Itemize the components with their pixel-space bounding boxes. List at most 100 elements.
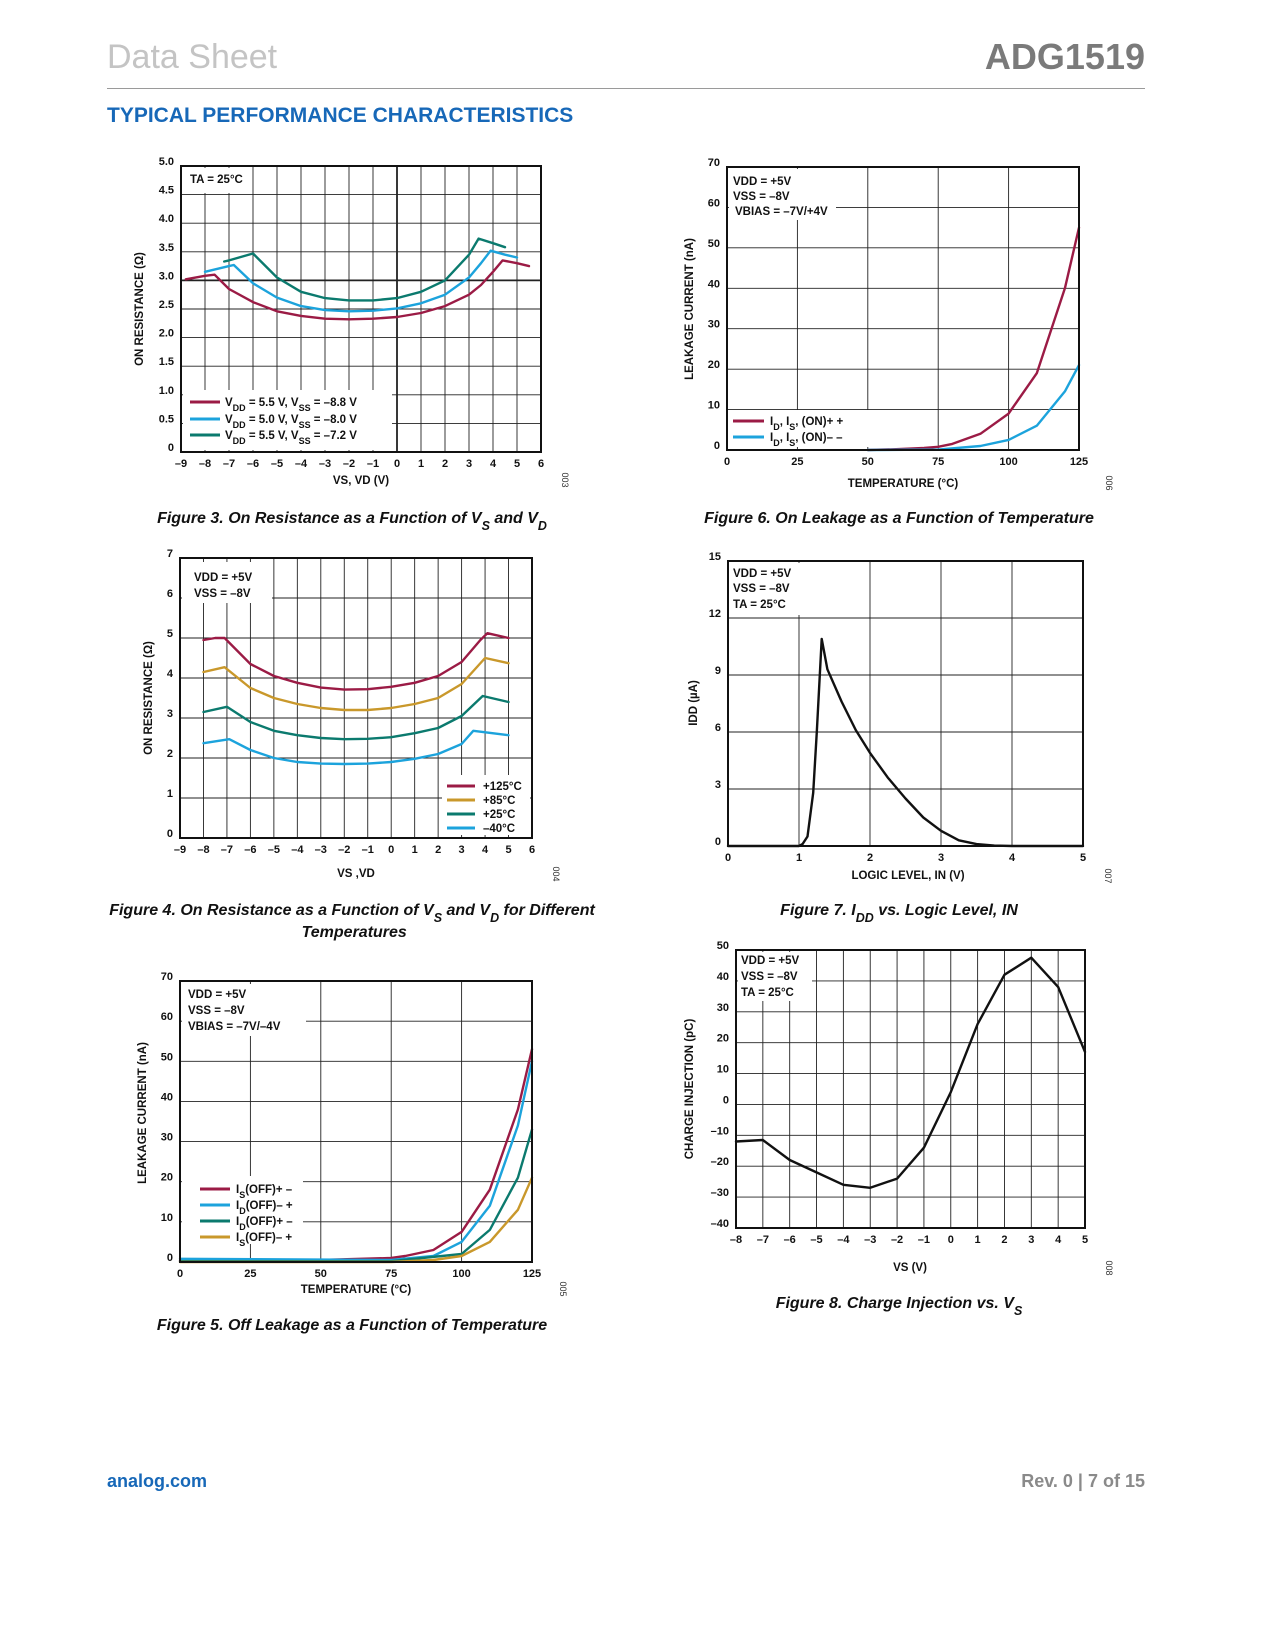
legend-label: VDD = 5.0 V, VSS = –8.0 V bbox=[225, 414, 357, 430]
legend-label: +125°C bbox=[483, 781, 522, 793]
x-tick-label: –1 bbox=[918, 1234, 930, 1246]
y-axis-title: ON RESISTANCE (Ω) bbox=[143, 641, 155, 755]
x-tick-label: –7 bbox=[223, 458, 235, 470]
figure-id: 005 bbox=[558, 1281, 568, 1296]
document-type: Data Sheet bbox=[107, 38, 278, 76]
y-tick-label: 60 bbox=[161, 1011, 173, 1023]
y-tick-label: 3 bbox=[715, 779, 721, 791]
x-tick-label: 0 bbox=[725, 852, 731, 864]
y-axis-title: ON RESISTANCE (Ω) bbox=[134, 252, 146, 366]
figure-id: 004 bbox=[551, 866, 561, 881]
x-tick-label: 4 bbox=[1009, 852, 1016, 864]
y-tick-label: 4.0 bbox=[159, 213, 174, 225]
figure-id: 008 bbox=[1104, 1260, 1114, 1275]
x-tick-label: 0 bbox=[724, 456, 730, 468]
x-axis-title: LOGIC LEVEL, IN (V) bbox=[851, 870, 964, 882]
annotation-background bbox=[729, 169, 836, 220]
legend-label: –40°C bbox=[483, 823, 515, 835]
legend-label: IS(OFF)+ – bbox=[236, 1184, 293, 1200]
y-axis-title: LEAKAGE CURRENT (nA) bbox=[137, 1042, 149, 1184]
x-tick-label: 2 bbox=[867, 852, 873, 864]
x-axis-title: VS (V) bbox=[893, 1262, 927, 1274]
x-tick-label: 2 bbox=[435, 844, 441, 856]
y-tick-label: 10 bbox=[161, 1212, 173, 1224]
website-link[interactable]: analog.com bbox=[107, 1471, 208, 1491]
legend-label: ID(OFF)– + bbox=[236, 1200, 293, 1216]
legend-label: +85°C bbox=[483, 795, 515, 807]
x-tick-label: –6 bbox=[247, 458, 259, 470]
x-tick-label: 5 bbox=[1082, 1234, 1088, 1246]
legend-label: ID(OFF)+ – bbox=[236, 1216, 293, 1232]
series-line-1 bbox=[178, 1060, 534, 1262]
section-title: TYPICAL PERFORMANCE CHARACTERISTICS bbox=[107, 104, 574, 127]
x-tick-label: 50 bbox=[315, 1268, 327, 1280]
x-tick-label: –5 bbox=[810, 1234, 822, 1246]
condition-annotation: VSS = –8V bbox=[741, 971, 798, 983]
x-tick-label: –3 bbox=[319, 458, 331, 470]
y-tick-label: 20 bbox=[708, 359, 720, 371]
figure-003: –9 –8 –7 –6 –5 –4 –3 –2 –1 0 1 2 3 4 5 6 0 0.5 1.0 1.5 2.0 2.… bbox=[134, 156, 570, 533]
x-tick-label: 0 bbox=[948, 1234, 954, 1246]
x-tick-label: –6 bbox=[244, 844, 256, 856]
y-tick-label: 30 bbox=[708, 319, 720, 331]
y-tick-label: 40 bbox=[161, 1091, 173, 1103]
x-tick-label: 3 bbox=[459, 844, 465, 856]
condition-annotation: VDD = +5V bbox=[733, 568, 791, 580]
y-tick-label: 2 bbox=[167, 748, 173, 760]
y-tick-label: 10 bbox=[708, 400, 720, 412]
y-axis-title: IDD (µA) bbox=[688, 680, 700, 726]
y-tick-label: 0 bbox=[715, 836, 721, 848]
figure-004: –9 –8 –7 –6 –5 –4 –3 –2 –1 0 1 2 3 4 5 6 0 1 2 3 4 5 6 7 VDD = +… bbox=[109, 548, 595, 941]
y-tick-label: 0 bbox=[723, 1094, 729, 1106]
x-tick-label: 25 bbox=[791, 456, 803, 468]
y-tick-label: 20 bbox=[161, 1172, 173, 1184]
y-tick-label: 3 bbox=[167, 708, 173, 720]
legend-label: IS(OFF)– + bbox=[236, 1232, 292, 1248]
condition-annotation: VBIAS = –7V/–4V bbox=[188, 1021, 281, 1033]
y-tick-label: 4 bbox=[167, 668, 174, 680]
legend-background bbox=[182, 1176, 303, 1244]
x-tick-label: 0 bbox=[394, 458, 400, 470]
x-tick-label: 75 bbox=[932, 456, 944, 468]
plot-frame bbox=[179, 557, 533, 839]
y-tick-label: 0 bbox=[168, 442, 174, 454]
y-tick-label: 6 bbox=[715, 722, 721, 734]
x-tick-label: 5 bbox=[514, 458, 520, 470]
x-tick-label: –1 bbox=[362, 844, 374, 856]
x-tick-label: 2 bbox=[1001, 1234, 1007, 1246]
x-tick-label: 3 bbox=[466, 458, 472, 470]
x-tick-label: –2 bbox=[338, 844, 350, 856]
figure-caption: Figure 3. On Resistance as a Function of… bbox=[157, 510, 547, 533]
condition-annotation: VSS = –8V bbox=[194, 588, 251, 600]
plot-frame bbox=[179, 980, 533, 1263]
y-tick-label: –30 bbox=[711, 1187, 729, 1199]
x-tick-label: –4 bbox=[295, 458, 308, 470]
x-tick-label: 1 bbox=[418, 458, 424, 470]
x-tick-label: –5 bbox=[268, 844, 280, 856]
y-tick-label: 5 bbox=[167, 628, 173, 640]
figure-caption: Figure 4. On Resistance as a Function of… bbox=[109, 902, 595, 941]
plot-frame bbox=[727, 560, 1084, 847]
figure-caption: Figure 6. On Leakage as a Function of Te… bbox=[704, 510, 1094, 527]
x-axis-title: TEMPERATURE (°C) bbox=[848, 478, 959, 490]
y-tick-label: 1 bbox=[167, 788, 173, 800]
y-tick-label: –10 bbox=[711, 1125, 729, 1137]
y-tick-label: 40 bbox=[717, 971, 729, 983]
figure-id: 007 bbox=[1103, 868, 1113, 883]
y-tick-label: 30 bbox=[717, 1002, 729, 1014]
x-tick-label: 1 bbox=[412, 844, 418, 856]
condition-annotation: TA = 25°C bbox=[190, 174, 243, 186]
x-tick-label: –9 bbox=[174, 844, 186, 856]
x-tick-label: 0 bbox=[388, 844, 394, 856]
x-tick-label: 0 bbox=[177, 1268, 183, 1280]
y-tick-label: 1.0 bbox=[159, 385, 174, 397]
figure-caption: Figure 7. IDD vs. Logic Level, IN bbox=[780, 902, 1018, 925]
figure-caption: Figure 8. Charge Injection vs. VS bbox=[776, 1295, 1023, 1318]
x-tick-label: 1 bbox=[975, 1234, 981, 1246]
series-line-2 bbox=[202, 694, 510, 741]
series-line-2 bbox=[222, 237, 507, 302]
plot-frame bbox=[735, 949, 1086, 1229]
y-tick-label: 5.0 bbox=[159, 156, 174, 168]
x-axis-title: VS, VD (V) bbox=[333, 475, 389, 487]
